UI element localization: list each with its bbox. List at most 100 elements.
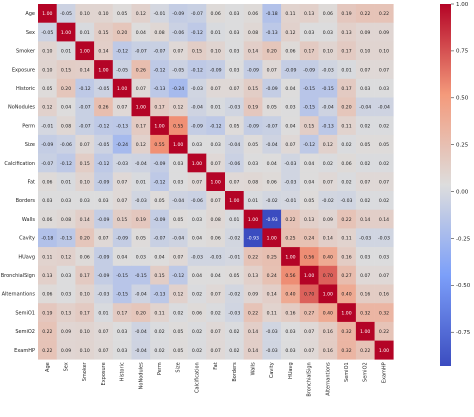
cell-value-label: -0.04 bbox=[135, 329, 147, 335]
cell-value-label: 0.09 bbox=[248, 292, 258, 298]
cell-value-label: -0.07 bbox=[266, 123, 278, 129]
heatmap-cell bbox=[281, 97, 301, 117]
heatmap-cell bbox=[56, 78, 76, 98]
cell-value-label: 0.07 bbox=[211, 329, 221, 335]
cell-value-label: 0.06 bbox=[323, 11, 333, 17]
cell-value-label: -0.03 bbox=[191, 86, 203, 92]
heatmap-cell bbox=[337, 172, 357, 192]
heatmap-cell bbox=[243, 78, 263, 98]
cell-value-label: 0.02 bbox=[379, 161, 389, 167]
heatmap-cell bbox=[225, 41, 244, 61]
colorbar-tick-label: 0.50 bbox=[456, 96, 469, 102]
cell-value-label: 0.03 bbox=[42, 198, 52, 204]
cell-value-label: 0.10 bbox=[80, 348, 90, 354]
cell-value-label: 0.04 bbox=[192, 236, 202, 242]
cell-value-label: 0.06 bbox=[211, 11, 221, 17]
heatmap-cell bbox=[262, 247, 282, 267]
heatmap-cell bbox=[337, 134, 357, 154]
cell-value-label: -0.93 bbox=[247, 236, 259, 242]
cell-value-label: -0.01 bbox=[228, 254, 240, 260]
heatmap-cell bbox=[56, 116, 76, 136]
cell-value-label: 0.02 bbox=[379, 123, 389, 129]
cell-value-label: 0.01 bbox=[61, 179, 71, 185]
x-tick-label: Smoker bbox=[82, 361, 88, 381]
cell-value-label: 1.00 bbox=[117, 86, 127, 92]
heatmap-cell bbox=[168, 284, 188, 304]
cell-value-label: -0.04 bbox=[172, 236, 184, 242]
heatmap-cell bbox=[243, 22, 263, 42]
cell-value-label: -0.09 bbox=[98, 217, 110, 223]
y-tick-label: NoNodules bbox=[8, 105, 35, 111]
cell-value-label: -0.04 bbox=[135, 292, 147, 298]
cell-value-label: 0.02 bbox=[341, 179, 351, 185]
cell-value-label: 0.05 bbox=[267, 105, 277, 111]
heatmap-cell bbox=[281, 60, 301, 80]
heatmap-cell bbox=[225, 191, 244, 210]
cell-value-label: 0.22 bbox=[379, 329, 389, 335]
heatmap-cell bbox=[337, 97, 357, 117]
heatmap-cell bbox=[56, 228, 76, 248]
heatmap-cell bbox=[187, 209, 207, 229]
heatmap-cell bbox=[150, 247, 170, 267]
colorbar-tick-label: -0.25 bbox=[456, 236, 471, 242]
cell-value-label: -0.09 bbox=[285, 67, 297, 73]
heatmap-cell bbox=[187, 340, 207, 360]
heatmap-cell bbox=[131, 209, 151, 229]
heatmap-cell bbox=[112, 321, 132, 341]
cell-value-label: 0.03 bbox=[229, 30, 239, 36]
cell-value-label: -0.09 bbox=[172, 11, 184, 17]
cell-value-label: 0.10 bbox=[80, 11, 90, 17]
cell-value-label: 0.07 bbox=[173, 254, 183, 260]
heatmap-cell bbox=[243, 116, 263, 136]
cell-value-label: 0.16 bbox=[341, 254, 351, 260]
cell-value-label: 0.03 bbox=[229, 11, 239, 17]
heatmap-cell bbox=[94, 191, 114, 210]
heatmap-cell bbox=[281, 340, 301, 360]
heatmap-cell bbox=[112, 116, 132, 136]
cell-value-label: 0.12 bbox=[173, 292, 183, 298]
cell-value-label: 0.07 bbox=[285, 142, 295, 148]
cell-value-label: 0.15 bbox=[117, 217, 127, 223]
cell-value-label: 0.03 bbox=[61, 198, 71, 204]
heatmap-cell bbox=[150, 172, 170, 192]
y-tick-label: Exposure bbox=[12, 67, 35, 73]
heatmap-cell bbox=[38, 321, 57, 341]
heatmap-cell bbox=[374, 78, 394, 98]
cell-value-label: 0.03 bbox=[360, 254, 370, 260]
cell-value-label: 0.04 bbox=[117, 254, 127, 260]
heatmap-cell bbox=[337, 191, 357, 210]
heatmap-cell bbox=[355, 172, 375, 192]
x-tick-label: NoNodules bbox=[138, 362, 144, 389]
heatmap-cell bbox=[38, 22, 57, 42]
heatmap-cell bbox=[94, 78, 114, 98]
cell-value-label: 0.07 bbox=[360, 179, 370, 185]
heatmap-cell bbox=[131, 134, 151, 154]
y-tick-label: Size bbox=[25, 142, 35, 148]
heatmap-cell bbox=[243, 60, 263, 80]
cell-value-label: 0.03 bbox=[61, 292, 71, 298]
cell-value-label: 0.03 bbox=[136, 254, 146, 260]
cell-value-label: -0.09 bbox=[154, 161, 166, 167]
cell-value-label: 0.04 bbox=[136, 30, 146, 36]
heatmap-cell bbox=[243, 265, 263, 285]
heatmap-cell bbox=[168, 4, 188, 23]
cell-value-label: 1.00 bbox=[248, 217, 258, 223]
heatmap-cell bbox=[112, 134, 132, 154]
heatmap-cell bbox=[75, 209, 95, 229]
cell-value-label: 1.00 bbox=[285, 254, 295, 260]
heatmap-cell bbox=[281, 153, 301, 173]
heatmap-cell bbox=[318, 78, 338, 98]
cell-value-label: 0.25 bbox=[267, 254, 277, 260]
cell-value-label: -0.04 bbox=[322, 105, 334, 111]
heatmap-cell bbox=[187, 172, 207, 192]
heatmap-cell bbox=[75, 97, 95, 117]
cell-value-label: 0.02 bbox=[323, 161, 333, 167]
cell-value-label: 0.07 bbox=[211, 348, 221, 354]
heatmap-cell bbox=[131, 228, 151, 248]
cell-value-label: 0.12 bbox=[136, 142, 146, 148]
heatmap-cell bbox=[206, 209, 226, 229]
heatmap-cell bbox=[337, 22, 357, 42]
y-tick-label: Smoker bbox=[16, 49, 36, 55]
heatmap-cell bbox=[225, 228, 244, 248]
